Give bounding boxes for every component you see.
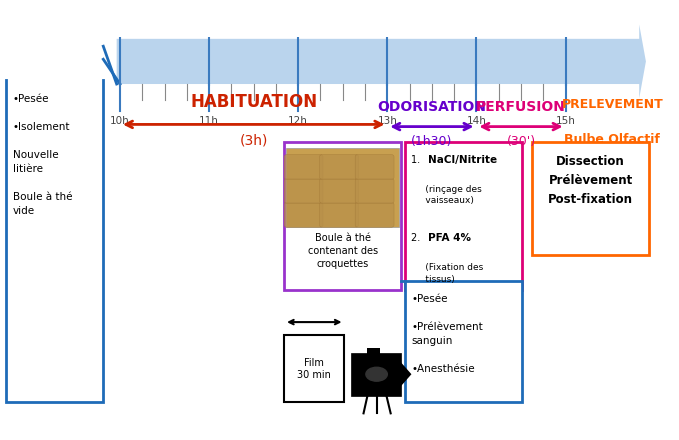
Text: PERFUSION: PERFUSION xyxy=(476,99,566,114)
Text: •Pesée

•Prélèvement
sanguin

•Anesthésie: •Pesée •Prélèvement sanguin •Anesthésie xyxy=(411,294,483,374)
FancyBboxPatch shape xyxy=(367,348,380,355)
Polygon shape xyxy=(398,359,411,389)
Polygon shape xyxy=(117,25,646,99)
Text: NaCl/Nitrite: NaCl/Nitrite xyxy=(428,155,497,165)
Text: (Fixation des
     tissus): (Fixation des tissus) xyxy=(411,264,483,283)
FancyBboxPatch shape xyxy=(355,178,394,203)
FancyBboxPatch shape xyxy=(532,142,649,255)
FancyBboxPatch shape xyxy=(284,202,323,227)
Text: (1h30): (1h30) xyxy=(411,135,453,148)
Text: 10h: 10h xyxy=(110,116,130,126)
FancyBboxPatch shape xyxy=(284,178,323,203)
Text: 13h: 13h xyxy=(378,116,397,126)
FancyBboxPatch shape xyxy=(320,202,359,227)
FancyBboxPatch shape xyxy=(355,202,394,227)
Circle shape xyxy=(366,367,387,381)
Text: 11h: 11h xyxy=(199,116,219,126)
Text: HABITUATION: HABITUATION xyxy=(190,93,317,111)
Text: Bulbe Olfactif: Bulbe Olfactif xyxy=(564,133,661,146)
Text: ODORISATION: ODORISATION xyxy=(378,99,486,114)
Text: PRELEVEMENT: PRELEVEMENT xyxy=(562,99,663,111)
Text: 2.: 2. xyxy=(411,233,427,243)
FancyBboxPatch shape xyxy=(284,335,344,403)
FancyBboxPatch shape xyxy=(351,352,401,396)
Text: (3h): (3h) xyxy=(240,133,268,147)
FancyBboxPatch shape xyxy=(320,154,359,180)
Text: (rinçage des
     vaisseaux): (rinçage des vaisseaux) xyxy=(411,185,482,205)
Text: (30'): (30') xyxy=(507,135,536,148)
Text: 12h: 12h xyxy=(289,116,308,126)
Text: Dissection
Prélèvement
Post-fixation: Dissection Prélèvement Post-fixation xyxy=(548,155,633,206)
Text: 14h: 14h xyxy=(466,116,486,126)
Text: Boule à thé
contenant des
croquettes: Boule à thé contenant des croquettes xyxy=(308,233,378,269)
FancyBboxPatch shape xyxy=(284,154,323,180)
FancyBboxPatch shape xyxy=(320,178,359,203)
Text: PFA 4%: PFA 4% xyxy=(428,233,471,243)
FancyBboxPatch shape xyxy=(405,142,522,290)
Text: 15h: 15h xyxy=(555,116,576,126)
FancyBboxPatch shape xyxy=(405,281,522,403)
FancyBboxPatch shape xyxy=(284,142,401,290)
FancyBboxPatch shape xyxy=(6,77,103,403)
FancyBboxPatch shape xyxy=(286,148,399,227)
Circle shape xyxy=(359,363,394,385)
Text: 1.: 1. xyxy=(411,155,427,165)
Text: Film
30 min: Film 30 min xyxy=(297,358,331,380)
FancyBboxPatch shape xyxy=(355,154,394,180)
Text: •Pesée

•Isolement

Nouvelle
litière

Boule à thé
vide: •Pesée •Isolement Nouvelle litière Boule… xyxy=(13,94,73,216)
